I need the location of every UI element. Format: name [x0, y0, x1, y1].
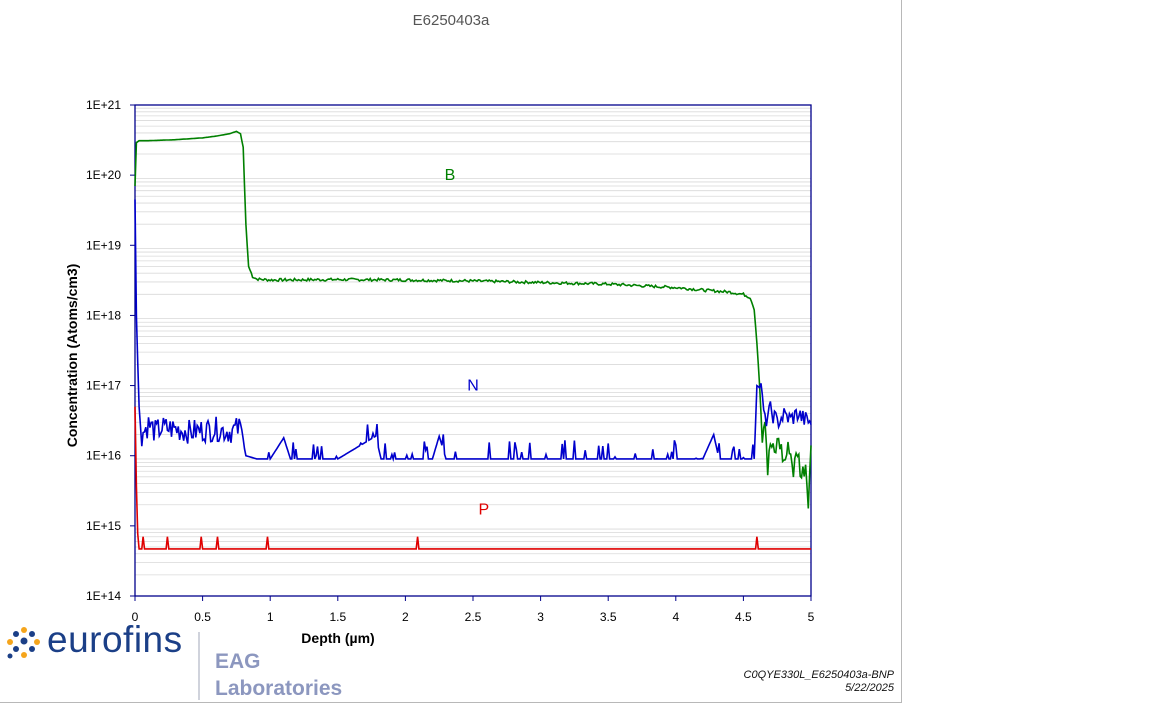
- x-tick-label: 4: [672, 610, 679, 624]
- y-tick-label: 1E+18: [86, 308, 121, 322]
- x-tick-label: 3: [537, 610, 544, 624]
- series-line-N: [134, 199, 812, 463]
- x-tick-label: 3.5: [600, 610, 617, 624]
- y-tick-label: 1E+14: [86, 589, 121, 603]
- x-tick-label: 5: [808, 610, 815, 624]
- page-title: E6250403a: [412, 12, 490, 29]
- y-tick-label: 1E+19: [86, 238, 121, 252]
- x-axis-label: Depth (µm): [301, 630, 374, 646]
- eag-wordmark: EAG: [215, 650, 261, 673]
- eurofins-logo-icon: [7, 627, 40, 659]
- sims-depth-profile-chart: 1E+14 1E+15 1E+16 1E+17 1E+18 1E+19 1E+20 1E+21…: [64, 98, 815, 646]
- y-tick-label: 1E+17: [86, 379, 121, 393]
- y-tick-label: 1E+15: [86, 519, 121, 533]
- series-line-B: [134, 130, 812, 509]
- report-date: 5/22/2025: [845, 682, 894, 694]
- laboratories-wordmark: Laboratories: [215, 677, 343, 700]
- series-line-P: [134, 406, 811, 550]
- x-tick-label: 1: [267, 610, 274, 624]
- y-axis-label: Concentration (Atoms/cm3): [64, 264, 80, 448]
- series-label-N: N: [467, 378, 479, 395]
- y-tick-label: 1E+16: [86, 449, 121, 463]
- x-tick-label: 2.5: [465, 610, 482, 624]
- series-label-B: B: [445, 167, 456, 184]
- x-tick-label: 1.5: [329, 610, 346, 624]
- logo-divider: [198, 632, 200, 700]
- x-tick-label: 2: [402, 610, 409, 624]
- x-tick-label: 4.5: [735, 610, 752, 624]
- x-tick-label: 0: [132, 610, 139, 624]
- report-id: C0QYE330L_E6250403a-BNP: [743, 669, 894, 681]
- y-tick-label: 1E+21: [86, 98, 121, 112]
- series-label-P: P: [478, 502, 489, 519]
- y-tick-label: 1E+20: [86, 168, 121, 182]
- eurofins-wordmark: eurofins: [47, 619, 183, 660]
- x-tick-label: 0.5: [194, 610, 211, 624]
- chart-frame: [0, 0, 902, 703]
